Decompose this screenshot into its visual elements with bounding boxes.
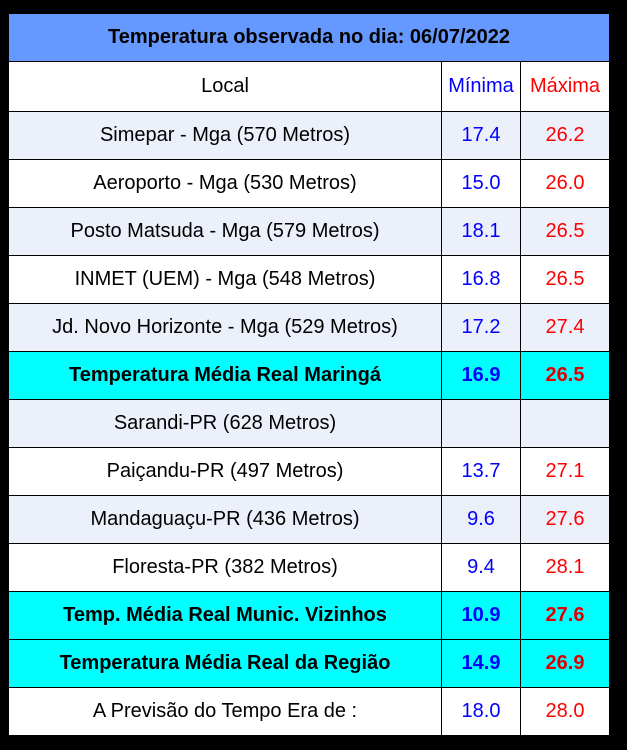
min-temp: 15.0 [441, 159, 521, 208]
average-max-temp: 26.5 [520, 351, 610, 400]
average-min-temp: 16.9 [441, 351, 521, 400]
station-row: Paiçandu-PR (497 Metros) 13.7 27.1 [8, 447, 610, 496]
average-label: Temperatura Média Real Maringá [8, 351, 442, 400]
max-temp: 27.1 [520, 447, 610, 496]
station-name: Paiçandu-PR (497 Metros) [8, 447, 442, 496]
max-temp: 26.5 [520, 255, 610, 304]
forecast-label: A Previsão do Tempo Era de : [8, 687, 442, 736]
min-temp: 18.1 [441, 207, 521, 256]
forecast-max-temp: 28.0 [520, 687, 610, 736]
max-temp: 26.2 [520, 111, 610, 160]
max-temp: 27.4 [520, 303, 610, 352]
min-temp: 9.4 [441, 543, 521, 592]
average-min-temp: 10.9 [441, 591, 521, 640]
station-row: Mandaguaçu-PR (436 Metros) 9.6 27.6 [8, 495, 610, 544]
station-row: Aeroporto - Mga (530 Metros) 15.0 26.0 [8, 159, 610, 208]
average-label: Temp. Média Real Munic. Vizinhos [8, 591, 442, 640]
station-name: Mandaguaçu-PR (436 Metros) [8, 495, 442, 544]
min-temp: 13.7 [441, 447, 521, 496]
header-row: Local Mínima Máxima [8, 61, 610, 112]
min-temp: 9.6 [441, 495, 521, 544]
average-row-maringa: Temperatura Média Real Maringá 16.9 26.5 [8, 351, 610, 400]
station-row: Sarandi-PR (628 Metros) [8, 399, 610, 448]
min-temp: 17.2 [441, 303, 521, 352]
station-name: Sarandi-PR (628 Metros) [8, 399, 442, 448]
max-temp: 26.0 [520, 159, 610, 208]
min-temp [441, 399, 521, 448]
header-local: Local [8, 61, 442, 112]
station-name: Simepar - Mga (570 Metros) [8, 111, 442, 160]
station-row: INMET (UEM) - Mga (548 Metros) 16.8 26.5 [8, 255, 610, 304]
min-temp: 17.4 [441, 111, 521, 160]
station-row: Simepar - Mga (570 Metros) 17.4 26.2 [8, 111, 610, 160]
average-max-temp: 26.9 [520, 639, 610, 688]
average-label: Temperatura Média Real da Região [8, 639, 442, 688]
station-row: Jd. Novo Horizonte - Mga (529 Metros) 17… [8, 303, 610, 352]
station-row: Floresta-PR (382 Metros) 9.4 28.1 [8, 543, 610, 592]
station-name: Posto Matsuda - Mga (579 Metros) [8, 207, 442, 256]
header-min: Mínima [441, 61, 521, 112]
station-name: Floresta-PR (382 Metros) [8, 543, 442, 592]
average-max-temp: 27.6 [520, 591, 610, 640]
min-temp: 16.8 [441, 255, 521, 304]
header-max: Máxima [520, 61, 610, 112]
max-temp: 28.1 [520, 543, 610, 592]
average-min-temp: 14.9 [441, 639, 521, 688]
station-row: Posto Matsuda - Mga (579 Metros) 18.1 26… [8, 207, 610, 256]
temperature-table: Temperatura observada no dia: 06/07/2022… [8, 13, 610, 736]
max-temp: 27.6 [520, 495, 610, 544]
station-name: INMET (UEM) - Mga (548 Metros) [8, 255, 442, 304]
max-temp: 26.5 [520, 207, 610, 256]
station-name: Aeroporto - Mga (530 Metros) [8, 159, 442, 208]
average-row-neighbors: Temp. Média Real Munic. Vizinhos 10.9 27… [8, 591, 610, 640]
title-row: Temperatura observada no dia: 06/07/2022 [8, 13, 610, 62]
station-name: Jd. Novo Horizonte - Mga (529 Metros) [8, 303, 442, 352]
max-temp [520, 399, 610, 448]
table-title: Temperatura observada no dia: 06/07/2022 [8, 13, 610, 62]
forecast-min-temp: 18.0 [441, 687, 521, 736]
forecast-row: A Previsão do Tempo Era de : 18.0 28.0 [8, 687, 610, 736]
average-row-region: Temperatura Média Real da Região 14.9 26… [8, 639, 610, 688]
